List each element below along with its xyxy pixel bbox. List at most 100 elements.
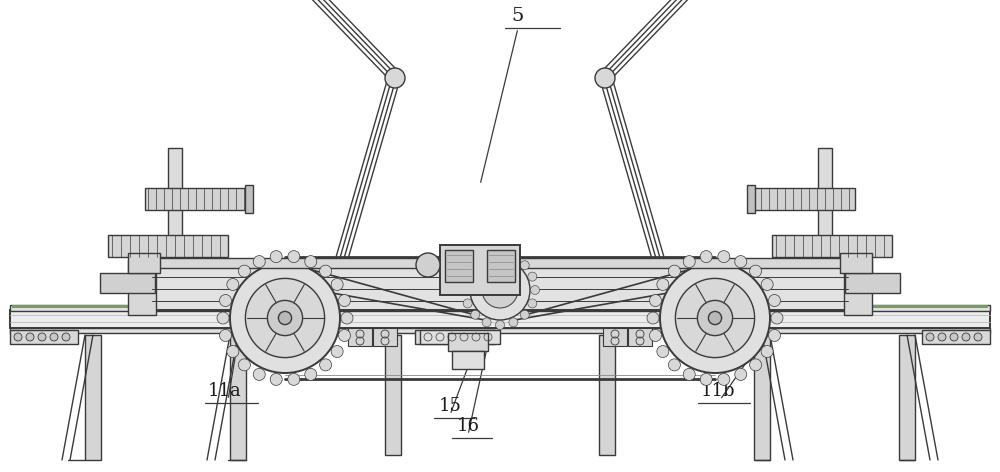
- Circle shape: [974, 333, 982, 341]
- Circle shape: [520, 310, 529, 319]
- Circle shape: [683, 369, 695, 380]
- Circle shape: [238, 265, 250, 277]
- Circle shape: [457, 333, 465, 341]
- Circle shape: [62, 333, 70, 341]
- Circle shape: [509, 318, 518, 327]
- Circle shape: [528, 272, 537, 281]
- Bar: [750, 188, 855, 210]
- Bar: [12, 305, 988, 308]
- Circle shape: [761, 346, 773, 357]
- Circle shape: [338, 295, 350, 306]
- Circle shape: [305, 369, 317, 380]
- Circle shape: [675, 278, 755, 358]
- Circle shape: [278, 312, 292, 325]
- Circle shape: [270, 373, 282, 385]
- Circle shape: [509, 253, 518, 262]
- Circle shape: [416, 253, 440, 277]
- Circle shape: [227, 346, 239, 357]
- Bar: [445, 250, 473, 282]
- Bar: [155, 258, 845, 268]
- Circle shape: [385, 68, 405, 88]
- Bar: [128, 260, 156, 315]
- Bar: [108, 235, 228, 257]
- Circle shape: [496, 320, 505, 329]
- Circle shape: [220, 295, 232, 306]
- Bar: [840, 253, 872, 273]
- Bar: [452, 351, 484, 369]
- Circle shape: [657, 346, 669, 357]
- Bar: [772, 235, 892, 257]
- Bar: [415, 330, 495, 344]
- Bar: [818, 148, 832, 265]
- Circle shape: [496, 251, 505, 260]
- Bar: [152, 265, 848, 310]
- Circle shape: [482, 318, 491, 327]
- Bar: [10, 305, 990, 311]
- Circle shape: [750, 359, 762, 371]
- Circle shape: [481, 333, 489, 341]
- Circle shape: [14, 333, 22, 341]
- Circle shape: [718, 251, 730, 262]
- Circle shape: [520, 261, 529, 270]
- Circle shape: [647, 312, 659, 324]
- Circle shape: [668, 265, 680, 277]
- Circle shape: [288, 251, 300, 262]
- Circle shape: [445, 333, 453, 341]
- Bar: [747, 185, 755, 213]
- Circle shape: [530, 286, 540, 295]
- Bar: [487, 250, 515, 282]
- Circle shape: [650, 329, 662, 341]
- Circle shape: [433, 333, 441, 341]
- Bar: [603, 328, 627, 346]
- Bar: [628, 328, 652, 346]
- Bar: [844, 260, 872, 315]
- Circle shape: [470, 260, 530, 320]
- Circle shape: [700, 251, 712, 262]
- Circle shape: [245, 278, 325, 358]
- Bar: [440, 245, 520, 295]
- Bar: [845, 273, 900, 293]
- Circle shape: [463, 299, 472, 308]
- Circle shape: [528, 299, 537, 308]
- Circle shape: [708, 312, 722, 325]
- Circle shape: [253, 256, 265, 268]
- Bar: [373, 328, 397, 346]
- Circle shape: [962, 333, 970, 341]
- Circle shape: [220, 329, 232, 341]
- Circle shape: [230, 263, 340, 373]
- Circle shape: [718, 373, 730, 385]
- Bar: [348, 328, 372, 346]
- Text: 15: 15: [439, 397, 461, 415]
- Circle shape: [700, 373, 712, 385]
- Circle shape: [463, 272, 472, 281]
- Bar: [85, 335, 101, 460]
- Circle shape: [305, 256, 317, 268]
- Circle shape: [768, 329, 780, 341]
- Circle shape: [267, 300, 303, 336]
- Circle shape: [253, 369, 265, 380]
- Bar: [245, 185, 253, 213]
- Circle shape: [238, 359, 250, 371]
- Circle shape: [320, 265, 332, 277]
- Bar: [230, 335, 246, 460]
- Circle shape: [697, 300, 733, 336]
- Circle shape: [938, 333, 946, 341]
- Circle shape: [469, 333, 477, 341]
- Circle shape: [761, 278, 773, 290]
- Bar: [168, 148, 182, 265]
- Circle shape: [227, 278, 239, 290]
- Text: 16: 16: [456, 417, 480, 435]
- Circle shape: [50, 333, 58, 341]
- Bar: [922, 330, 990, 344]
- Circle shape: [288, 373, 300, 385]
- Circle shape: [482, 253, 491, 262]
- Text: 5: 5: [512, 7, 524, 25]
- Circle shape: [735, 256, 747, 268]
- Circle shape: [471, 310, 480, 319]
- Circle shape: [771, 312, 783, 324]
- Circle shape: [217, 312, 229, 324]
- Bar: [899, 335, 915, 460]
- Bar: [10, 328, 990, 333]
- Bar: [448, 333, 488, 351]
- Circle shape: [421, 333, 429, 341]
